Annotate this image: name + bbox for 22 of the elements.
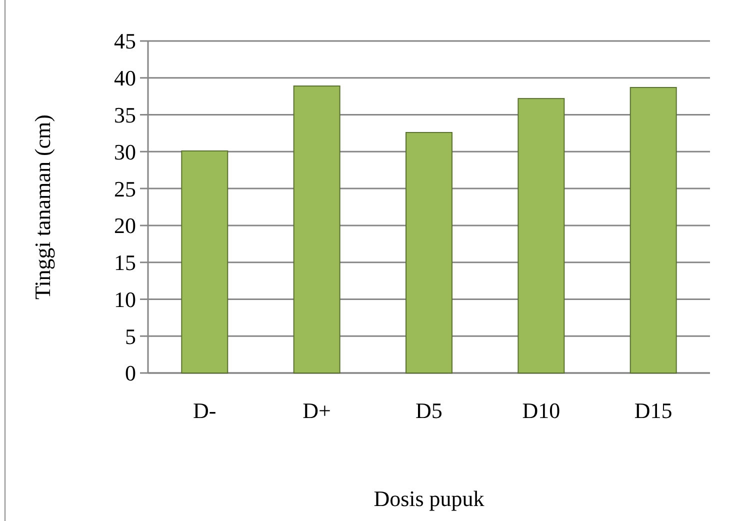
y-axis-title: Tinggi tanaman (cm) bbox=[30, 114, 55, 300]
bar bbox=[293, 86, 340, 374]
y-tick-label: 30 bbox=[114, 139, 136, 164]
y-tick-label: 40 bbox=[114, 66, 136, 91]
x-tick-label: D- bbox=[193, 398, 216, 423]
bar bbox=[630, 86, 677, 374]
x-tick-label: D+ bbox=[302, 398, 331, 423]
bar bbox=[181, 150, 228, 374]
y-tick-label: 45 bbox=[114, 28, 136, 54]
x-tick-label: D15 bbox=[634, 398, 672, 423]
y-tick-label: 15 bbox=[114, 250, 136, 276]
y-tick-label: 20 bbox=[114, 213, 136, 238]
x-axis-title: Dosis pupuk bbox=[374, 486, 484, 511]
bar bbox=[518, 98, 565, 374]
x-tick-label: D5 bbox=[416, 398, 442, 423]
x-tick-label: D10 bbox=[522, 398, 560, 423]
y-tick-label: 5 bbox=[125, 324, 136, 349]
y-tick-label: 35 bbox=[114, 102, 136, 128]
y-tick-label: 10 bbox=[114, 286, 136, 312]
y-tick-label: 25 bbox=[114, 176, 136, 202]
y-tick-label: 0 bbox=[125, 360, 136, 386]
bar bbox=[406, 132, 452, 374]
